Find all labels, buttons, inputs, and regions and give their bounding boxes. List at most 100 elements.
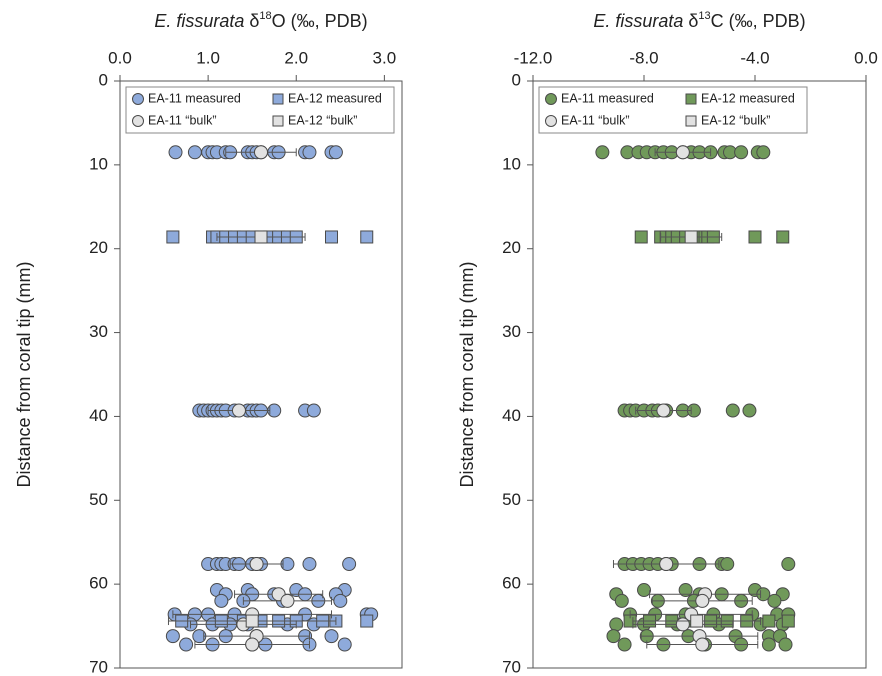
circle-marker <box>168 145 183 160</box>
y-tick-label: 20 <box>89 238 108 257</box>
square-marker <box>245 614 259 628</box>
circle-marker <box>742 403 757 418</box>
series <box>612 145 762 652</box>
circle-marker <box>656 403 671 418</box>
circle-marker <box>734 145 749 160</box>
x-tick-label: -4.0 <box>740 48 769 67</box>
square-marker <box>762 614 776 628</box>
circle-marker <box>637 583 651 598</box>
title-part: δ <box>683 11 698 31</box>
square-marker <box>360 614 374 628</box>
legend: EA-11 measured EA-12 measured EA-11 “bulk”… <box>538 86 808 134</box>
legend-label: EA-11 measured <box>148 91 241 105</box>
circle-marker <box>187 145 202 160</box>
legend-swatch <box>132 93 144 105</box>
x-tick-label: 1.0 <box>196 48 220 67</box>
title-part: E. fissurata <box>593 11 683 31</box>
legend-swatch <box>545 93 557 105</box>
legend-label: EA-12 “bulk” <box>288 113 357 127</box>
circle-marker <box>678 583 693 598</box>
circle-marker <box>214 593 229 608</box>
circle-marker <box>695 593 710 608</box>
series <box>632 230 762 628</box>
square-marker <box>748 230 762 244</box>
y-tick-label: 0 <box>99 70 108 89</box>
circle-marker <box>778 637 793 652</box>
circle-marker <box>695 637 710 652</box>
square-marker <box>360 230 374 244</box>
circle-marker <box>231 403 246 418</box>
circle-marker <box>302 557 317 572</box>
circle-marker <box>333 593 348 608</box>
y-axis-label: Distance from coral tip (mm) <box>457 261 477 487</box>
legend-swatch <box>132 115 144 127</box>
circle-marker <box>609 617 624 632</box>
y-tick-label: 10 <box>502 154 521 173</box>
x-tick-label: 0.0 <box>108 48 132 67</box>
x-tick-label: 3.0 <box>373 48 397 67</box>
circle-marker <box>725 403 740 418</box>
legend-swatch <box>545 115 557 127</box>
chart-title: E. fissurata δ18O (‰, PDB) <box>154 10 367 31</box>
circle-marker <box>179 637 194 652</box>
y-tick-label: 70 <box>89 657 108 676</box>
circle-marker <box>306 403 321 418</box>
x-tick-label: -12.0 <box>514 48 553 67</box>
square-marker <box>166 230 180 244</box>
square-marker <box>254 230 268 244</box>
circle-marker <box>245 637 260 652</box>
x-tick-label: 0.0 <box>854 48 878 67</box>
y-tick-label: 30 <box>89 322 108 341</box>
y-tick-label: 70 <box>502 657 521 676</box>
y-tick-label: 20 <box>502 238 521 257</box>
circle-marker <box>761 637 776 652</box>
circle-marker <box>675 145 690 160</box>
square-marker <box>776 230 790 244</box>
legend-label: EA-12 measured <box>288 91 382 105</box>
chart: E. fissurata δ18O (‰, PDB) Distance from … <box>14 10 403 676</box>
series <box>166 230 374 628</box>
square-marker <box>684 230 698 244</box>
series <box>595 145 796 652</box>
y-tick-label: 10 <box>89 154 108 173</box>
title-part: δ <box>244 11 259 31</box>
circle-marker <box>595 145 610 160</box>
circle-marker <box>249 557 264 572</box>
legend-label: EA-12 “bulk” <box>701 113 770 127</box>
y-tick-label: 40 <box>89 406 108 425</box>
circle-marker <box>165 629 180 644</box>
legend-label: EA-11 “bulk” <box>148 113 217 127</box>
title-part: O (‰, PDB) <box>272 11 368 31</box>
chart: E. fissurata δ13C (‰, PDB) Distance from … <box>457 10 878 676</box>
circle-marker <box>328 145 343 160</box>
legend-swatch <box>685 93 697 105</box>
series <box>167 230 337 628</box>
legend-label: EA-11 “bulk” <box>561 113 630 127</box>
square-marker <box>634 230 648 244</box>
y-tick-label: 50 <box>89 490 108 509</box>
plot-frame <box>119 80 403 669</box>
y-tick-label: 50 <box>502 490 521 509</box>
y-tick-label: 0 <box>512 70 521 89</box>
circle-marker <box>337 637 352 652</box>
circle-marker <box>659 557 674 572</box>
circle-marker <box>756 145 771 160</box>
square-marker <box>690 614 704 628</box>
chart-title: E. fissurata δ13C (‰, PDB) <box>593 10 805 31</box>
circle-marker <box>720 557 735 572</box>
square-marker <box>781 614 795 628</box>
legend-swatch <box>685 115 697 127</box>
circle-marker <box>342 557 357 572</box>
y-tick-label: 30 <box>502 322 521 341</box>
circle-marker <box>324 629 339 644</box>
title-part: E. fissurata <box>154 11 244 31</box>
title-part: 18 <box>259 10 271 22</box>
x-tick-label: -8.0 <box>629 48 658 67</box>
circle-marker <box>614 593 629 608</box>
x-tick-label: 2.0 <box>284 48 308 67</box>
series <box>165 145 379 652</box>
legend: EA-11 measured EA-12 measured EA-11 “bulk”… <box>125 86 395 134</box>
circle-marker <box>606 629 621 644</box>
circle-marker <box>254 145 268 160</box>
